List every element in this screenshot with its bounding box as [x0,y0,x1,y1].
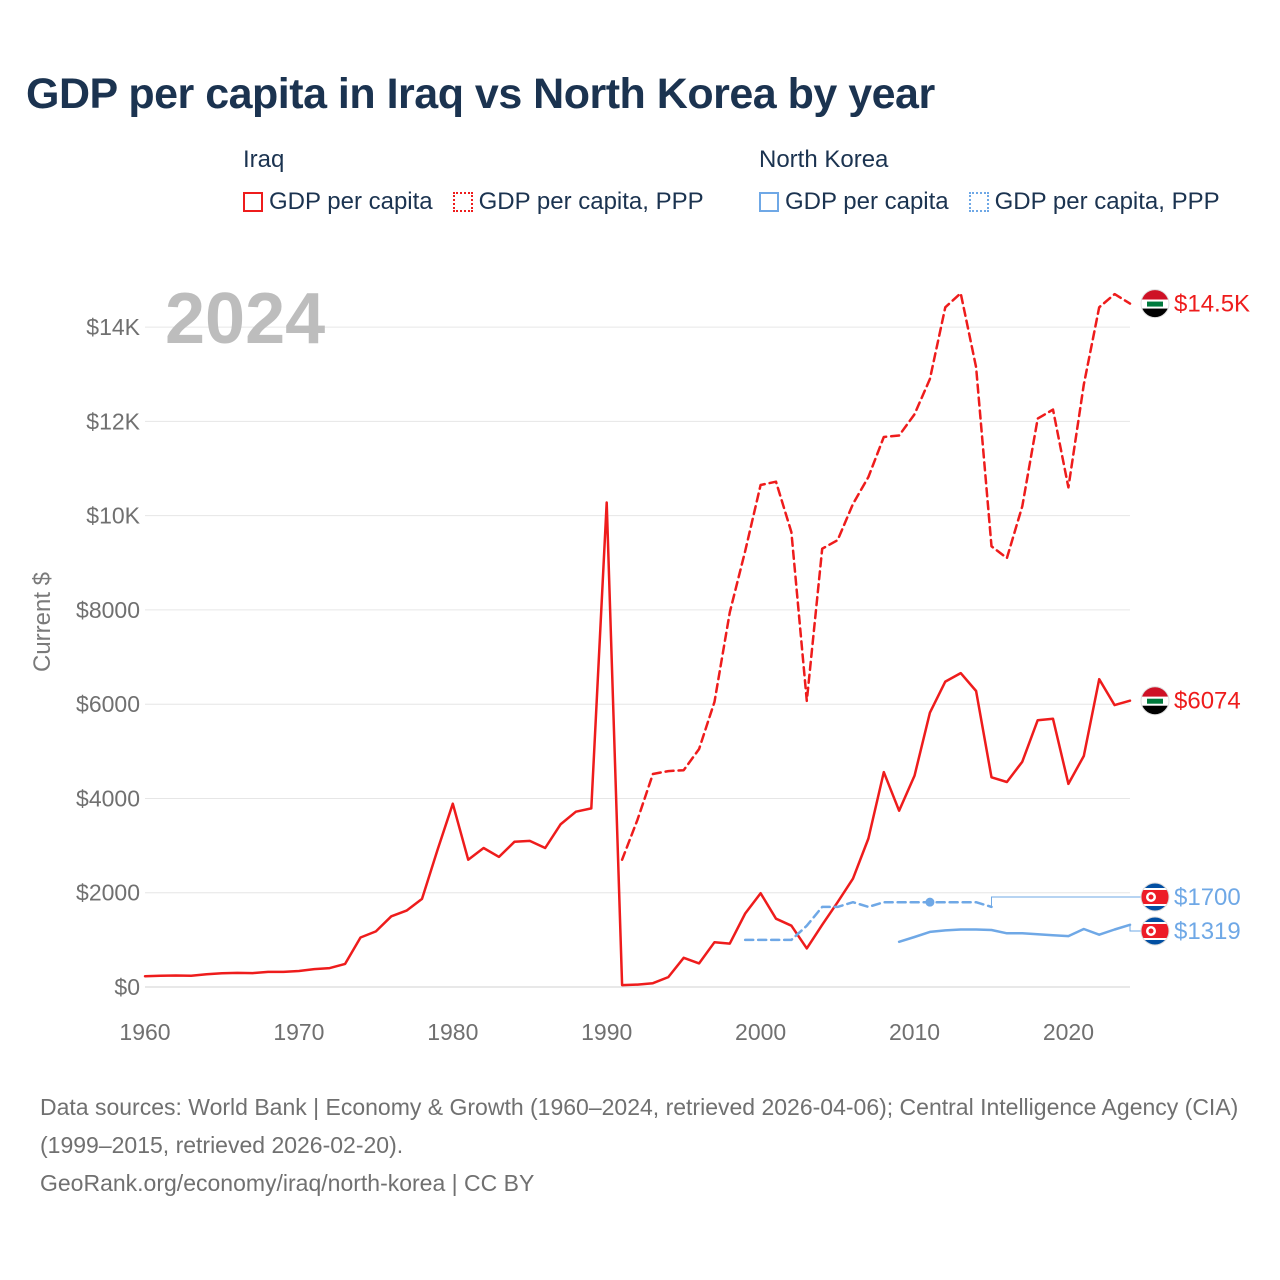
label-connector [1129,924,1141,932]
x-tick-label: 2000 [735,1019,786,1045]
x-tick-label: 1960 [119,1019,170,1045]
end-value-label: $1700 [1174,884,1241,911]
series-layer [143,291,1132,987]
legend-item-iraq-gdp-ppp[interactable]: GDP per capita, PPP [452,188,704,216]
series-line[interactable] [897,923,1132,944]
end-value-label: $14.5K [1174,291,1250,318]
x-tick-label: 1980 [427,1019,478,1045]
y-tick-label: $0 [114,974,140,1000]
legend-swatch-solid [759,192,779,212]
footer-site-link[interactable]: GeoRank.org/economy/iraq/north-korea | C… [40,1170,535,1196]
x-tick-label: 1990 [581,1019,632,1045]
legend-country-label: Iraq [243,146,285,173]
footer: Data sources: World Bank | Economy & Gro… [40,1088,1240,1202]
series-line[interactable] [143,501,1132,987]
x-tick-label: 2020 [1043,1019,1094,1045]
page-title: GDP per capita in Iraq vs North Korea by… [26,70,935,118]
end-value-label: $6074 [1174,688,1241,715]
x-axis: 1960 1970 1980 1990 2000 2010 2020 [119,1019,1094,1045]
label-connector [990,896,1141,907]
series-line[interactable] [620,291,1132,861]
iraq-flag-icon [1140,686,1170,716]
y-tick-label: $8000 [76,597,140,623]
data-sources: Data sources: World Bank | Economy & Gro… [40,1094,1239,1158]
data-point-marker[interactable] [925,897,935,907]
y-tick-label: $12K [86,408,140,434]
legend-item-label: GDP per capita [269,188,433,215]
legend-item-label: GDP per capita, PPP [478,188,704,215]
legend-item-label: GDP per capita [785,188,949,215]
x-tick-label: 1970 [273,1019,324,1045]
grid-lines [145,326,1130,988]
legend-swatch-dotted [968,192,989,212]
legend-item-iraq-gdp[interactable]: GDP per capita [243,188,433,216]
y-tick-label: $2000 [76,880,140,906]
y-axis-title: Current $ [29,572,56,672]
line-chart: $0$2000$4000$6000$8000$10K$12K$14K 1960 1… [29,279,1250,1045]
north-korea-flag-icon [1140,916,1170,946]
year-watermark: 2024 [165,279,325,359]
legend-group-iraq: Iraq GDP per capita GDP per capita, PPP [243,146,704,216]
end-value-label: $1319 [1174,918,1241,945]
legend-swatch-solid [243,192,263,212]
legend-item-nk-gdp[interactable]: GDP per capita [759,188,949,216]
legend-item-label: GDP per capita, PPP [994,188,1220,215]
iraq-flag-icon [1140,289,1170,319]
legend-group-north-korea: North Korea GDP per capita GDP per capit… [759,146,1220,216]
legend-swatch-dotted [452,192,473,212]
x-tick-label: 2010 [889,1019,940,1045]
north-korea-flag-icon [1140,882,1170,912]
legend-country-label: North Korea [759,146,889,173]
y-tick-label: $10K [86,503,140,529]
y-tick-label: $4000 [76,785,140,811]
end-labels-layer: $14.5K $6074 $1700 $1319 [990,289,1250,946]
legend-item-nk-gdp-ppp[interactable]: GDP per capita, PPP [968,188,1220,216]
y-tick-label: $14K [86,314,140,340]
series-line[interactable] [743,900,993,942]
y-axis: $0 $2000 $4000 $6000 $8000 $10K $12K $14K [76,314,141,1000]
y-tick-label: $6000 [76,691,140,717]
